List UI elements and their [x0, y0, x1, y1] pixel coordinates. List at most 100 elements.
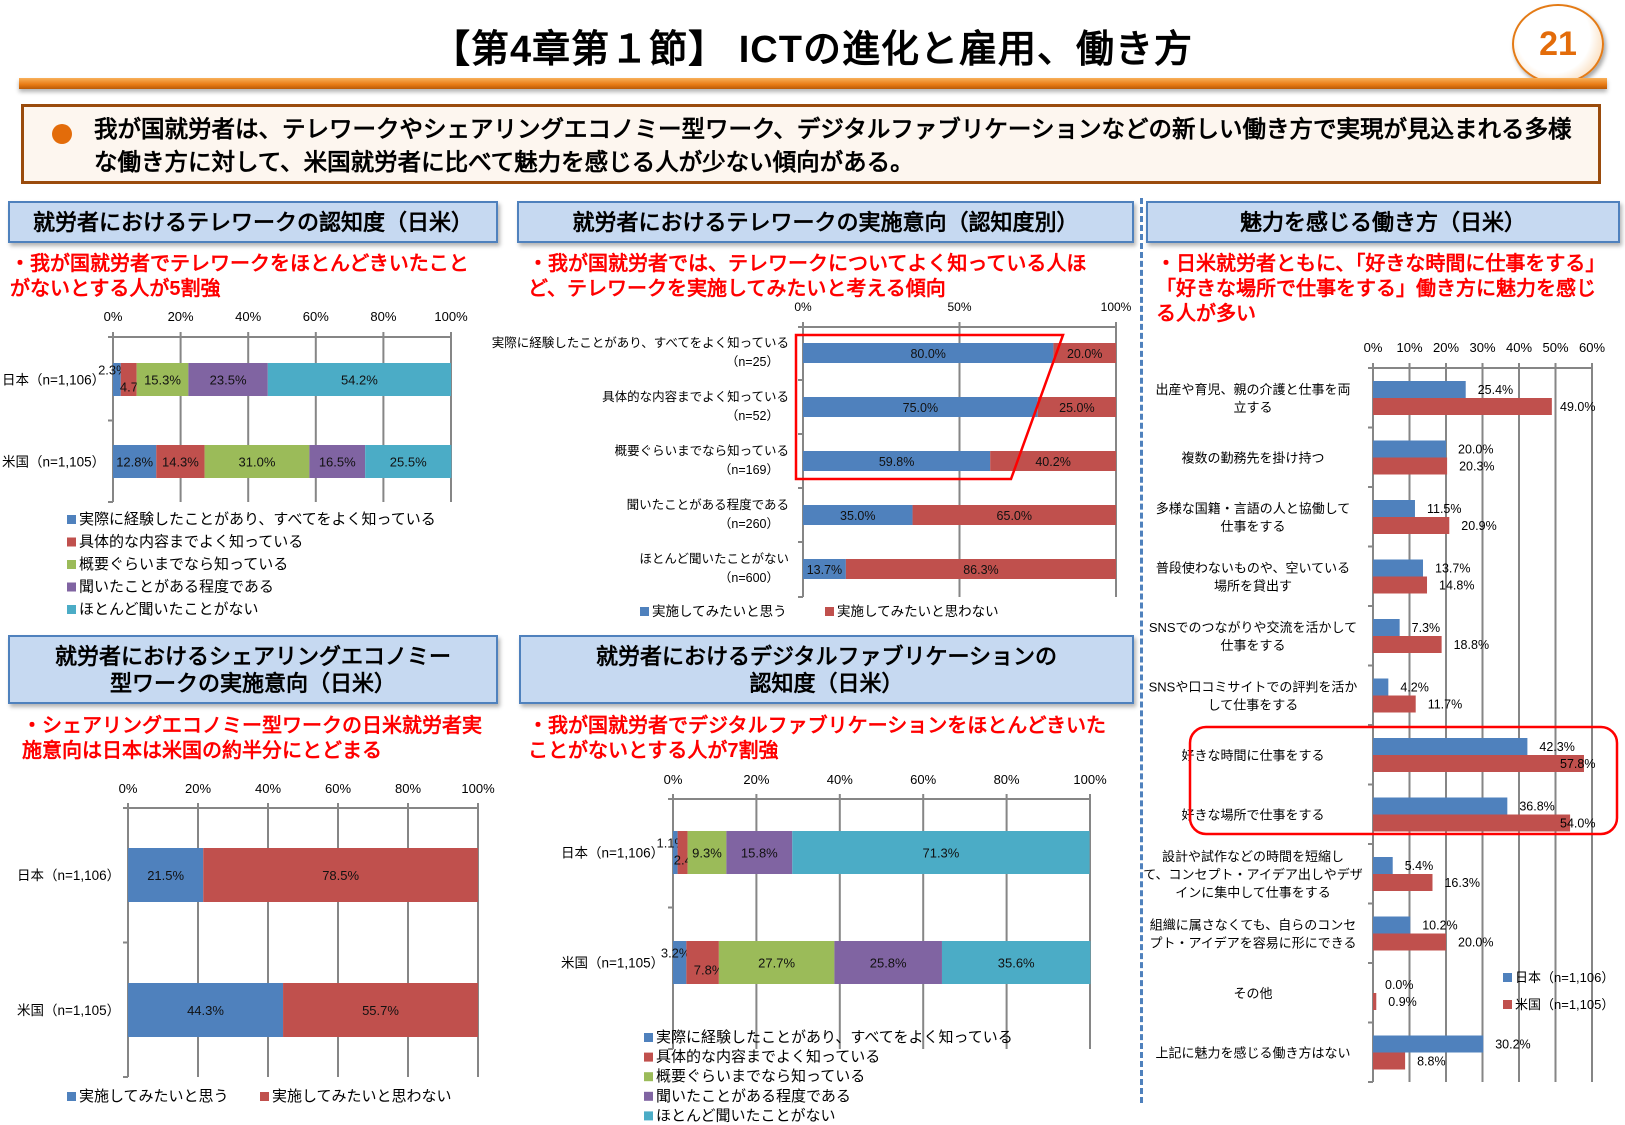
- data-label: 27.7%: [758, 956, 795, 971]
- tick-label: 60%: [325, 781, 351, 796]
- legend-label: 実際に経験したことがあり、すべてをよく知っている: [656, 1029, 1013, 1046]
- bar: [1373, 1035, 1484, 1053]
- legend-swatch: [644, 1091, 653, 1101]
- panel-header-sharing-economy: 就労者におけるシェアリングエコノミー型ワークの実施意向（日米）: [8, 635, 498, 704]
- legend-swatch: [644, 1072, 653, 1082]
- bar-segment: [673, 831, 678, 874]
- chart-telework_intent: 0% 50% 100% 実際に経験したことがあり、すべてをよく知っている （n=25） 8…: [492, 300, 1132, 619]
- bar-segment: [803, 505, 913, 525]
- legend-label: 実施してみたいと思う: [652, 604, 787, 619]
- category-label: ほとんど聞いたことがない: [639, 551, 789, 566]
- chart-sharing_economy: 0% 20% 40% 60% 80% 100% 日本（n=1,106） 21.5% 78.5% 米…: [17, 781, 495, 1105]
- legend-label: 実施してみたいと思わない: [272, 1088, 452, 1105]
- data-label: 12.8%: [116, 455, 153, 470]
- highlight-outline: [794, 333, 1065, 481]
- bar: [1373, 500, 1415, 517]
- data-label: 25.5%: [390, 455, 427, 470]
- legend-label: 実施してみたいと思う: [79, 1088, 229, 1105]
- tick-label: 20%: [743, 772, 769, 787]
- tick-label: 20%: [1433, 340, 1459, 355]
- bullet-icon: [52, 124, 72, 144]
- data-label: 54.2%: [341, 373, 378, 388]
- bar: [1373, 814, 1571, 832]
- data-label: 7.3%: [1412, 621, 1441, 635]
- summary-text: 我が国就労者は、テレワークやシェアリングエコノミー型ワーク、デジタルファブリケー…: [94, 116, 1572, 175]
- category-label: 実際に経験したことがあり、すべてをよく知っている: [492, 335, 789, 350]
- bar: [1373, 695, 1416, 713]
- bar: [1373, 440, 1446, 458]
- data-label: 0.0%: [1385, 978, 1414, 992]
- legend-label: 概要ぐらいまでなら知っている: [656, 1068, 865, 1085]
- data-label: 25.8%: [870, 956, 907, 971]
- data-label: 16.3%: [1444, 876, 1479, 890]
- data-label: 35.0%: [840, 509, 875, 523]
- tick-label: 100%: [1073, 772, 1107, 787]
- legend-swatch: [644, 1052, 653, 1062]
- legend-label: 日本（n=1,106）: [1515, 970, 1614, 985]
- data-label: 75.0%: [903, 401, 938, 415]
- category-label: 概要ぐらいまでなら知っている: [615, 444, 789, 458]
- legend-swatch: [644, 1111, 653, 1121]
- bar-segment: [120, 363, 137, 396]
- category-sample-size: （n=25）: [726, 355, 779, 369]
- category-sample-size: （n=600）: [719, 571, 779, 585]
- data-label: 71.3%: [922, 846, 959, 861]
- tick-label: 10%: [1396, 340, 1422, 355]
- category-label: 普段使わないものや、空いている: [1156, 560, 1350, 575]
- tick-label: 80%: [395, 781, 421, 796]
- legend-swatch: [640, 607, 649, 616]
- category-label: プト・アイデアを容易に形にできる: [1149, 935, 1356, 950]
- category-label: 上記に魅力を感じる働き方はない: [1155, 1045, 1350, 1060]
- data-label: 0.9%: [1388, 995, 1417, 1009]
- tick-label: 100%: [1101, 300, 1132, 314]
- tick-label: 100%: [461, 781, 495, 796]
- legend-swatch: [67, 582, 76, 592]
- bar: [1373, 1052, 1406, 1070]
- tick-label: 100%: [434, 309, 468, 324]
- bar: [1373, 559, 1424, 577]
- category-label: 好きな時間に仕事をする: [1181, 748, 1324, 763]
- bar-segment: [267, 363, 451, 396]
- highlight-outline: [1188, 725, 1619, 836]
- bar-segment: [803, 451, 991, 471]
- panel-header-telework-awareness: 就労者におけるテレワークの認知度（日米）: [8, 201, 498, 243]
- category-label: 仕事をする: [1220, 519, 1285, 534]
- legend-swatch: [67, 537, 76, 547]
- category-sample-size: （n=169）: [719, 463, 779, 477]
- data-label: 20.9%: [1461, 519, 1496, 533]
- category-label: 日本（n=1,106）: [2, 373, 105, 388]
- category-label: 立する: [1233, 400, 1272, 415]
- bar-segment: [803, 559, 846, 579]
- bar-segment: [136, 363, 189, 396]
- category-label: 多様な国籍・言語の人と協働して: [1156, 501, 1351, 516]
- bar: [1373, 517, 1450, 534]
- tick-label: 20%: [168, 309, 194, 324]
- data-label: 16.5%: [319, 455, 356, 470]
- data-label: 14.8%: [1439, 579, 1474, 593]
- bar-segment: [673, 941, 687, 984]
- tick-label: 0%: [664, 772, 683, 787]
- category-label: 組織に属さなくても、自らのコンセ: [1150, 917, 1357, 932]
- data-label: 13.7%: [807, 563, 842, 577]
- bar: [1373, 619, 1400, 636]
- bar: [1373, 933, 1446, 951]
- data-label: 10.2%: [1422, 919, 1457, 933]
- bar-segment: [941, 941, 1091, 984]
- bar: [1373, 381, 1466, 398]
- legend-swatch: [825, 607, 834, 616]
- legend-swatch: [67, 605, 76, 614]
- legend-label: 実施してみたいと思わない: [837, 604, 999, 619]
- bar-segment: [156, 445, 205, 478]
- tick-label: 0%: [104, 309, 123, 324]
- data-label: 40.2%: [1035, 455, 1070, 469]
- tick-label: 80%: [994, 772, 1020, 787]
- tick-label: 40%: [255, 781, 281, 796]
- legend-swatch: [260, 1092, 269, 1101]
- bar: [1373, 916, 1411, 934]
- legend-swatch: [67, 515, 76, 524]
- category-sample-size: （n=260）: [719, 517, 779, 531]
- legend-label: 聞いたことがある程度である: [79, 579, 274, 596]
- bar-segment: [128, 983, 284, 1037]
- title-underline-bar: [19, 78, 1607, 89]
- data-label: 86.3%: [963, 563, 998, 577]
